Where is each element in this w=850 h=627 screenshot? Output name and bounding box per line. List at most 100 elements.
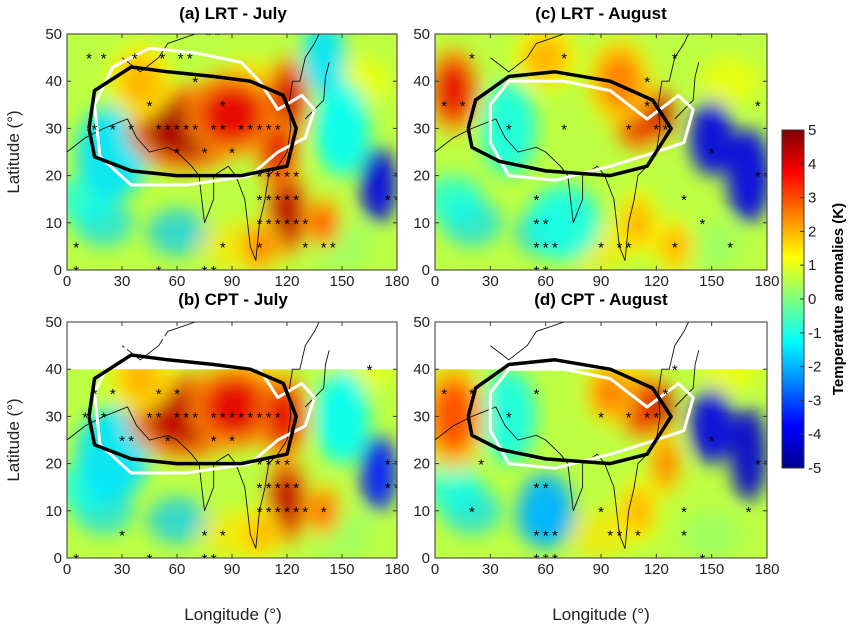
warm-anomaly	[118, 369, 163, 402]
y-tick-label: 0	[54, 550, 62, 567]
significance-star: *	[92, 386, 98, 403]
black-contour	[87, 353, 298, 466]
colorbar-tick-label: -4	[808, 426, 821, 443]
significance-star: *	[469, 386, 475, 403]
significance-star: *	[257, 239, 263, 256]
coastline	[435, 322, 690, 549]
significance-star: *	[552, 239, 558, 256]
panel-title-d: (d) CPT - August	[534, 290, 668, 309]
significance-star: *	[644, 409, 650, 426]
significance-star: *	[543, 527, 549, 544]
significance-star: *	[394, 480, 400, 497]
significance-star: *	[284, 216, 290, 233]
significance-star: *	[220, 239, 226, 256]
significance-star: *	[275, 457, 281, 474]
significance-star: *	[394, 192, 400, 209]
x-tick-label: 30	[114, 273, 131, 290]
significance-star: *	[672, 51, 678, 68]
significance-star: *	[469, 504, 475, 521]
field-patch	[435, 463, 484, 511]
significance-star: *	[653, 409, 659, 426]
warm-anomaly	[435, 378, 476, 455]
colorbar-tick-label: -1	[808, 325, 821, 342]
significance-star: *	[266, 409, 272, 426]
significance-star: *	[174, 145, 180, 162]
significance-star: *	[238, 121, 244, 138]
significance-star: *	[247, 409, 253, 426]
x-tick-label: 60	[537, 561, 554, 578]
significance-star: *	[534, 480, 540, 497]
significance-star: *	[156, 263, 162, 280]
coastline	[67, 322, 320, 549]
warm-anomaly	[660, 227, 690, 266]
significance-star: *	[709, 145, 715, 162]
significance-star: *	[302, 504, 308, 521]
significance-star: *	[165, 433, 171, 450]
y-tick-label: 10	[413, 503, 430, 520]
significance-star: *	[506, 409, 512, 426]
colorbar: 5 4 3 2 1 0 -1 -2 -3 -4 -5	[781, 122, 821, 477]
significance-star: *	[247, 121, 253, 138]
warm-anomaly	[653, 440, 678, 487]
significance-star: *	[755, 169, 761, 186]
significance-star: *	[156, 409, 162, 426]
significance-star: *	[302, 239, 308, 256]
cold-anomaly	[360, 147, 397, 223]
x-tick-label: 180	[384, 561, 409, 578]
significance-star: *	[755, 98, 761, 115]
significance-star: *	[663, 121, 669, 138]
y-axis-label-top: Latitude (°)	[4, 110, 23, 193]
significance-star: *	[617, 239, 623, 256]
significance-star: *	[257, 409, 263, 426]
significance-star: *	[257, 169, 263, 186]
significance-star: *	[192, 409, 198, 426]
coastline	[67, 34, 320, 261]
field-patch	[435, 175, 484, 223]
y-tick-label: 0	[422, 262, 430, 279]
significance-star: *	[293, 169, 299, 186]
significance-star: *	[266, 192, 272, 209]
significance-star: *	[275, 121, 281, 138]
significance-star: *	[552, 551, 558, 568]
significance-star: *	[534, 192, 540, 209]
significance-star: *	[635, 527, 641, 544]
significance-star: *	[211, 551, 217, 568]
significance-star: *	[681, 192, 687, 209]
warm-anomaly	[244, 227, 275, 266]
significance-star: *	[257, 457, 263, 474]
significance-star: *	[211, 263, 217, 280]
significance-star: *	[755, 457, 761, 474]
significance-star: *	[165, 121, 171, 138]
significance-star: *	[589, 27, 595, 44]
significance-star: *	[257, 121, 263, 138]
significance-star: *	[156, 386, 162, 403]
y-tick-label: 40	[45, 73, 62, 90]
significance-star: *	[159, 51, 165, 68]
cold-anomaly	[689, 100, 734, 176]
significance-star: *	[626, 409, 632, 426]
warm-anomaly	[311, 491, 336, 530]
significance-star: *	[598, 409, 604, 426]
significance-star: *	[275, 216, 281, 233]
colorbar-tick-label: -5	[808, 460, 821, 477]
significance-star: *	[543, 216, 549, 233]
cold-anomaly	[360, 435, 397, 511]
significance-star: *	[211, 121, 217, 138]
y-tick-label: 30	[45, 120, 62, 137]
x-tick-label: 90	[593, 273, 610, 290]
significance-star: *	[73, 551, 79, 568]
x-tick-label: 120	[274, 273, 299, 290]
significance-star: *	[598, 504, 604, 521]
significance-star: *	[330, 239, 336, 256]
significance-star: *	[478, 457, 484, 474]
significance-star: *	[506, 121, 512, 138]
significance-star: *	[700, 216, 706, 233]
colorbar-tick-label: -2	[808, 359, 821, 376]
significance-star: *	[534, 527, 540, 544]
x-tick-label: 120	[274, 561, 299, 578]
significance-star: *	[284, 457, 290, 474]
significance-star: *	[764, 457, 770, 474]
warm-anomaly	[118, 54, 163, 108]
y-tick-label: 20	[413, 456, 430, 473]
warm-anomaly	[272, 183, 302, 244]
